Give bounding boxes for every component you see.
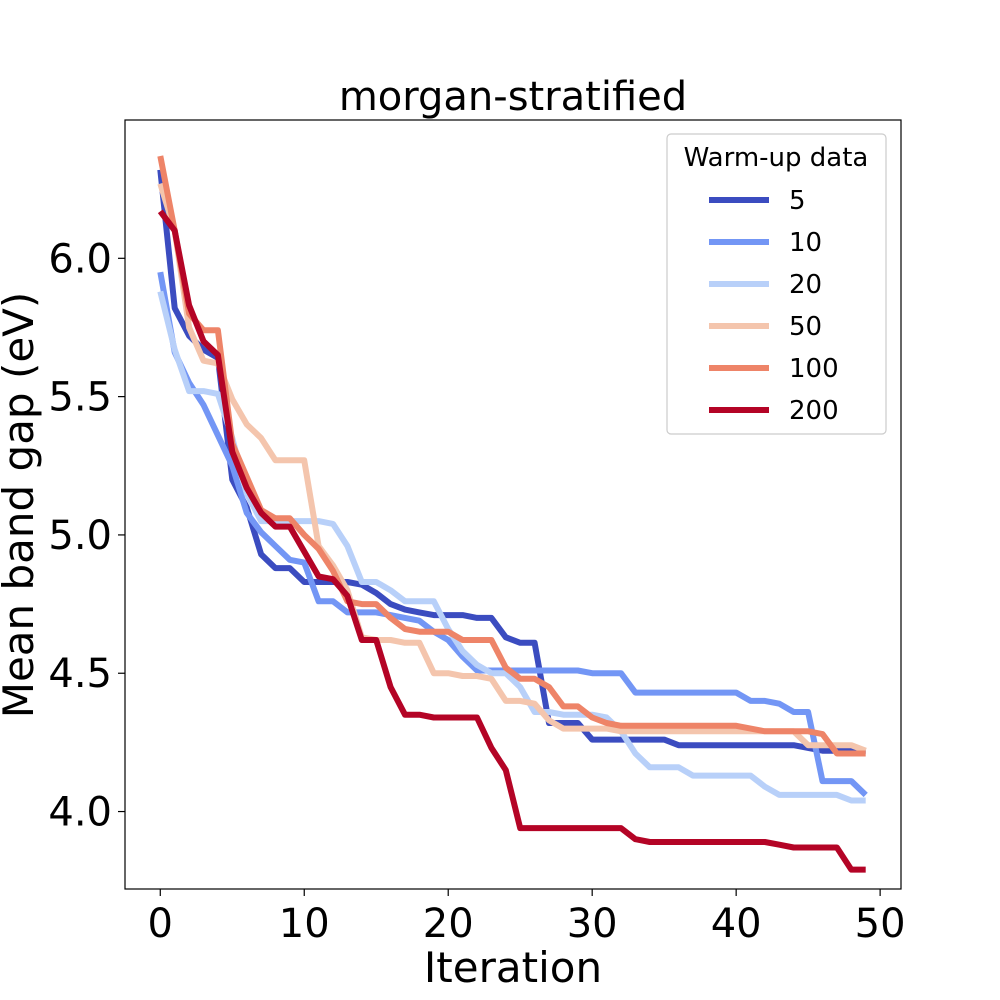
x-tick-label: 0 [148, 901, 173, 947]
legend-title: Warm-up data [684, 143, 869, 173]
legend-label-5: 5 [789, 186, 806, 216]
legend-label-100: 100 [789, 354, 839, 384]
y-tick-label: 4.0 [48, 790, 112, 836]
x-axis-label: Iteration [424, 943, 602, 992]
series-line-200 [157, 209, 866, 873]
x-tick-label: 50 [855, 901, 906, 947]
x-tick-label: 20 [423, 901, 474, 947]
x-tick-label: 30 [567, 901, 618, 947]
x-tick-label: 10 [279, 901, 330, 947]
chart-title: morgan-stratified [339, 74, 687, 120]
legend-label-50: 50 [789, 312, 822, 342]
legend-frame [666, 133, 887, 435]
plot-frame [124, 119, 902, 890]
y-tick-label: 5.0 [48, 513, 112, 559]
y-axis: 4.0 4.5 5.0 5.5 6.0 [48, 236, 125, 836]
series-lines [157, 155, 868, 873]
legend: Warm-up data 5 10 20 50 100 200 [666, 133, 887, 435]
x-axis: 0 10 20 30 40 50 [148, 889, 906, 947]
y-tick-label: 5.5 [48, 375, 112, 421]
legend-label-20: 20 [789, 270, 822, 300]
legend-label-200: 200 [789, 396, 839, 426]
legend-label-10: 10 [789, 228, 822, 258]
y-tick-label: 4.5 [48, 651, 112, 697]
x-tick-label: 40 [711, 901, 762, 947]
y-tick-label: 6.0 [48, 236, 112, 282]
y-axis-label: Mean band gap (eV) [0, 292, 43, 719]
series-line-5 [157, 169, 866, 754]
series-line-100 [157, 155, 866, 757]
series-line-50 [157, 182, 867, 754]
